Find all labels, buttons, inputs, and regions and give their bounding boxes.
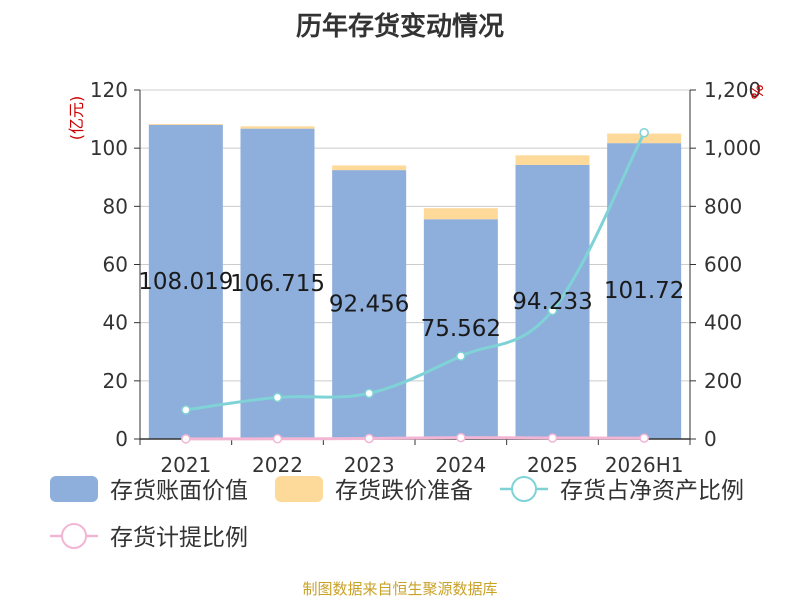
bar-value-label: 108.019: [138, 269, 233, 295]
right-axis-tick-label: 0: [704, 427, 717, 451]
ratio-net-assets-point: [547, 305, 558, 316]
left-axis-tick-label: 120: [90, 78, 128, 102]
left-axis-tick-label: 0: [115, 427, 128, 451]
x-axis-tick-label: 2021: [160, 453, 211, 477]
provision-ratio-point: [272, 434, 283, 444]
x-axis-tick-label: 2022: [252, 453, 303, 477]
provision-ratio-point: [547, 433, 558, 443]
grid-lines: [140, 89, 690, 382]
axes: 0 20 40 60 80 100 120 0 200 400 600 800 1,000 1,200 (亿…: [67, 78, 767, 477]
left-axis-unit: (亿元): [67, 96, 86, 141]
right-axis-tick-label: 1,000: [704, 136, 761, 160]
left-axis-tick-label: 20: [103, 369, 128, 393]
provision-ratio-point: [456, 432, 466, 443]
bar-value-label: 94.233: [512, 289, 592, 315]
bar-book-value: [515, 164, 590, 439]
bar-book-value: [148, 124, 223, 440]
bar-value-label: 106.715: [230, 271, 325, 297]
x-axis-tick-label: 2026H1: [605, 453, 684, 477]
source-note: 制图数据来自恒生聚源数据库: [302, 580, 498, 598]
bar-impairment: [148, 123, 223, 125]
bar-book-value: [240, 128, 315, 439]
legend-swatch: [275, 476, 323, 502]
ratio-net-assets-point: [272, 392, 283, 403]
left-axis-tick-label: 100: [90, 136, 128, 160]
line-series: [181, 128, 649, 444]
legend-label: 存货计提比例: [110, 525, 248, 551]
x-axis-tick-label: 2024: [435, 453, 486, 477]
legend-label: 存货占净资产比例: [560, 478, 744, 504]
bar-impairment: [607, 133, 682, 144]
bar-impairment: [423, 208, 498, 220]
x-axis-tick-label: 2025: [527, 453, 578, 477]
right-axis-unit: %: [748, 84, 767, 99]
left-axis-tick-label: 40: [103, 311, 128, 335]
ratio-net-assets-point: [364, 388, 374, 399]
right-axis-tick-label: 800: [704, 194, 742, 218]
left-axis-tick-label: 60: [103, 253, 128, 277]
right-axis-tick-label: 1,200: [704, 78, 761, 102]
legend-marker: [511, 476, 537, 502]
bar-impairment: [240, 126, 315, 129]
chart-title: 历年存货变动情况: [295, 12, 504, 42]
provision-ratio-point: [181, 434, 191, 444]
legend-label: 存货账面价值: [110, 478, 248, 504]
ratio-net-assets-point: [639, 128, 649, 138]
right-axis-tick-label: 200: [704, 369, 742, 393]
bar-impairment: [332, 165, 407, 171]
bar-book-value: [423, 219, 498, 439]
provision-ratio-line: [185, 436, 645, 441]
left-axis-tick-label: 80: [103, 194, 128, 218]
bar-impairment: [515, 155, 590, 165]
provision-ratio-point: [364, 433, 374, 444]
legend-marker: [61, 523, 87, 549]
x-axis-tick-label: 2023: [344, 453, 395, 477]
provision-ratio-point: [639, 433, 649, 443]
legend-label: 存货跌价准备: [335, 478, 473, 504]
legend-swatch: [50, 476, 98, 502]
bar-value-label: 101.72: [604, 278, 684, 304]
bar-book-value: [607, 143, 682, 439]
ratio-net-assets-point: [456, 351, 466, 361]
bar-value-label: 75.562: [421, 316, 501, 342]
right-axis-tick-label: 400: [704, 311, 742, 335]
ratio-net-assets-point: [181, 405, 191, 415]
right-axis-tick-label: 600: [704, 253, 742, 277]
bar-value-label: 92.456: [329, 292, 409, 318]
